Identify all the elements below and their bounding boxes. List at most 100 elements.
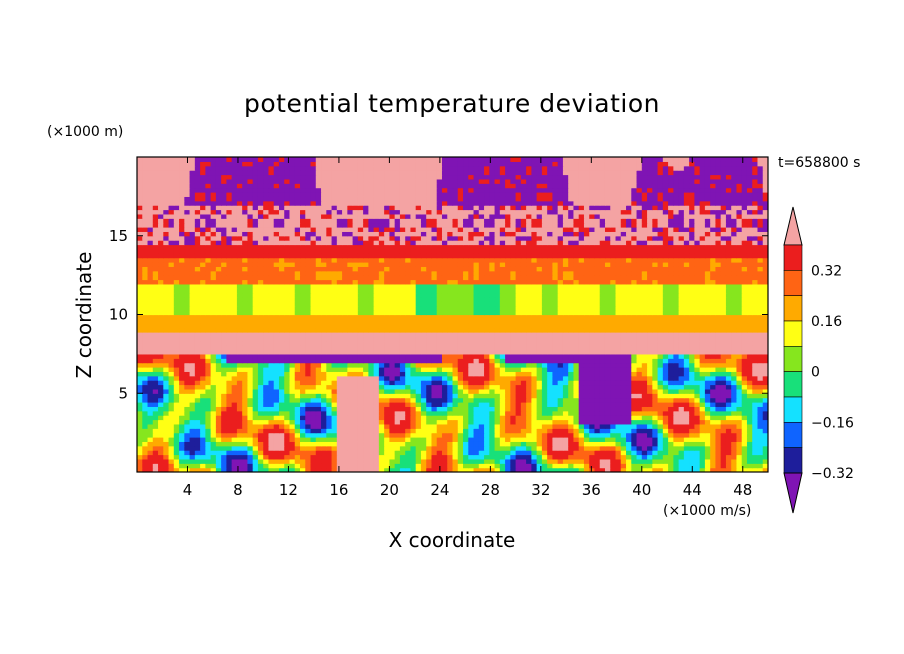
- heatmap-cell: [447, 288, 454, 294]
- heatmap-cell: [678, 371, 685, 377]
- heatmap-cell: [757, 423, 764, 429]
- heatmap-cell: [368, 349, 375, 355]
- heatmap-cell: [321, 336, 327, 342]
- heatmap-cell: [473, 332, 480, 337]
- heatmap-cell: [189, 353, 196, 359]
- heatmap-cell: [152, 388, 159, 394]
- heatmap-cell: [473, 428, 480, 434]
- heatmap-cell: [604, 419, 611, 425]
- heatmap-cell: [321, 445, 327, 451]
- heatmap-cell: [342, 441, 348, 447]
- heatmap-cell: [394, 336, 401, 342]
- heatmap-cell: [257, 367, 264, 372]
- heatmap-cell: [336, 384, 343, 390]
- heatmap-cell: [757, 388, 764, 394]
- heatmap-cell: [326, 375, 333, 381]
- heatmap-cell: [557, 397, 564, 403]
- heatmap-cell: [515, 353, 522, 359]
- heatmap-cell: [547, 410, 554, 416]
- heatmap-cell: [510, 362, 517, 368]
- heatmap-cell: [410, 353, 417, 359]
- heatmap-cell: [441, 388, 448, 394]
- heatmap-cell: [420, 384, 427, 390]
- heatmap-cell: [668, 393, 674, 399]
- heatmap-cell: [368, 406, 375, 412]
- heatmap-cell: [463, 437, 469, 442]
- heatmap-cell: [647, 345, 653, 351]
- heatmap-cell: [683, 432, 690, 438]
- heatmap-cell: [520, 353, 527, 359]
- heatmap-cell: [305, 358, 312, 364]
- heatmap-cell: [447, 467, 454, 472]
- heatmap-cell: [589, 358, 596, 364]
- heatmap-cell: [315, 393, 322, 399]
- heatmap-cell: [194, 402, 201, 407]
- heatmap-cell: [531, 375, 538, 381]
- heatmap-cell: [289, 297, 296, 302]
- heatmap-cell: [573, 305, 580, 311]
- heatmap-cell: [294, 314, 301, 320]
- heatmap-cell: [510, 332, 517, 337]
- heatmap-cell: [589, 454, 596, 460]
- heatmap-cell: [689, 371, 695, 377]
- heatmap-cell: [357, 358, 364, 364]
- heatmap-cell: [536, 358, 543, 364]
- heatmap-cell: [405, 371, 412, 377]
- heatmap-cell: [431, 323, 438, 329]
- heatmap-cell: [215, 336, 222, 342]
- heatmap-cell: [662, 441, 669, 447]
- heatmap-cell: [631, 358, 638, 364]
- heatmap-cell: [236, 340, 243, 346]
- heatmap-cell: [526, 432, 532, 438]
- heatmap-cell: [673, 441, 680, 447]
- heatmap-cell: [236, 318, 243, 324]
- heatmap-cell: [289, 384, 296, 390]
- heatmap-cell: [441, 340, 448, 346]
- heatmap-cell: [484, 318, 490, 324]
- heatmap-cell: [257, 463, 264, 469]
- heatmap-cell: [715, 305, 722, 311]
- heatmap-cell: [147, 410, 154, 416]
- heatmap-cell: [652, 423, 659, 429]
- heatmap-cell: [715, 332, 722, 337]
- heatmap-cell: [573, 450, 580, 456]
- heatmap-cell: [678, 441, 685, 447]
- heatmap-cell: [720, 297, 727, 302]
- heatmap-cell: [710, 323, 717, 329]
- heatmap-cell: [300, 314, 306, 320]
- heatmap-cell: [699, 388, 706, 394]
- heatmap-cell: [541, 441, 548, 447]
- heatmap-cell: [368, 288, 375, 294]
- heatmap-cell: [378, 297, 385, 302]
- heatmap-cell: [242, 467, 249, 472]
- heatmap-cell: [604, 428, 611, 434]
- heatmap-cell: [573, 406, 580, 412]
- heatmap-cell: [489, 292, 496, 298]
- heatmap-cell: [368, 327, 375, 333]
- heatmap-cell: [657, 327, 664, 333]
- heatmap-cell: [673, 310, 680, 316]
- heatmap-cell: [620, 402, 627, 407]
- heatmap-cell: [599, 393, 606, 399]
- heatmap-cell: [604, 318, 611, 324]
- heatmap-cell: [326, 323, 333, 329]
- heatmap-cell: [746, 323, 753, 329]
- heatmap-cell: [147, 402, 154, 407]
- heatmap-cell: [463, 353, 469, 359]
- heatmap-cell: [741, 371, 748, 377]
- heatmap-cell: [552, 345, 559, 351]
- heatmap-cell: [704, 345, 711, 351]
- heatmap-cell: [447, 450, 454, 456]
- heatmap-cell: [505, 463, 511, 469]
- heatmap-cell: [673, 362, 680, 368]
- heatmap-cell: [331, 336, 338, 342]
- heatmap-cell: [441, 297, 448, 302]
- heatmap-cell: [373, 336, 380, 342]
- heatmap-cell: [194, 380, 201, 386]
- heatmap-cell: [389, 362, 396, 368]
- heatmap-cell: [268, 384, 275, 390]
- heatmap-cell: [236, 432, 243, 438]
- heatmap-cell: [452, 393, 459, 399]
- heatmap-cell: [494, 454, 501, 460]
- heatmap-cell: [478, 327, 485, 333]
